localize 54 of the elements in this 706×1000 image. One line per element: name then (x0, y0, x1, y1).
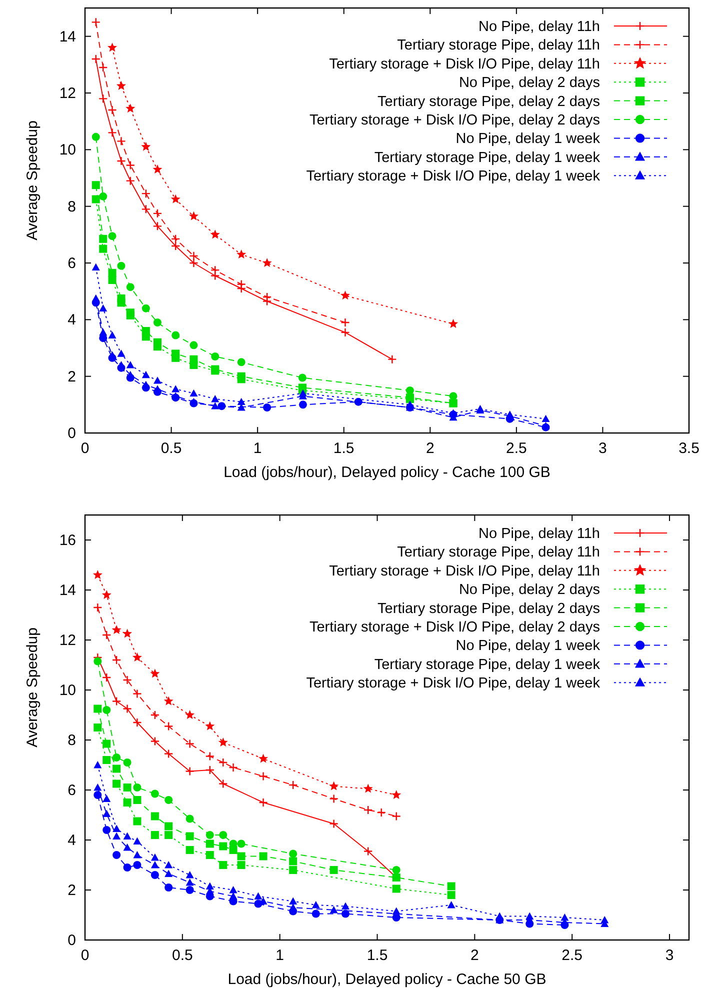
y-axis-title: Average Speedup (24, 120, 41, 240)
legend-label: Tertiary storage Pipe, delay 2 days (378, 94, 600, 110)
x-tick-label: 0 (80, 947, 90, 964)
y-tick-label: 14 (59, 28, 76, 46)
legend-label: Tertiary storage Pipe, delay 1 week (374, 656, 601, 673)
legend-label: Tertiary storage + Disk I/O Pipe, delay 1 week (306, 168, 601, 185)
legend-label: Tertiary storage + Disk I/O Pipe, delay 11h (329, 56, 600, 72)
legend-label: Tertiary storage + Disk I/O Pipe, delay 2 days (309, 112, 600, 128)
legend-label: Tertiary storage Pipe, delay 11h (397, 544, 600, 561)
x-tick-label: 1.5 (333, 440, 354, 457)
x-tick-label: 2 (470, 947, 479, 964)
y-tick-label: 8 (68, 198, 76, 216)
y-tick-label: 4 (68, 832, 76, 849)
x-tick-label: 1.5 (366, 947, 388, 964)
y-tick-label: 12 (59, 85, 76, 102)
x-tick-label: 3.5 (678, 440, 700, 457)
legend-label: Tertiary storage + Disk I/O Pipe, delay 2 days (309, 620, 600, 636)
legend-label: Tertiary storage + Disk I/O Pipe, delay 1 week (306, 676, 601, 692)
x-axis-title: Load (jobs/hour), Delayed policy - Cache 100 GB (224, 464, 550, 481)
x-tick-label: 2.5 (562, 947, 583, 964)
y-tick-label: 6 (68, 255, 76, 272)
x-tick-label: 0.5 (172, 947, 193, 964)
legend-label: Tertiary storage Pipe, delay 1 week (374, 150, 601, 166)
y-tick-label: 6 (68, 782, 76, 799)
legend-label: No Pipe, delay 1 week (456, 131, 601, 148)
legend-label: No Pipe, delay 11h (478, 526, 600, 542)
x-tick-label: 1 (276, 947, 284, 964)
y-tick-label: 10 (59, 142, 76, 159)
y-tick-label: 8 (68, 732, 76, 749)
legend-label: Tertiary storage Pipe, delay 2 days (378, 600, 600, 617)
legend-label: No Pipe, delay 1 week (456, 638, 601, 654)
x-axis-title: Load (jobs/hour), Delayed policy - Cache 50 GB (228, 971, 546, 988)
x-tick-label: 3 (665, 947, 674, 964)
y-axis-title: Average Speedup (24, 628, 41, 748)
y-tick-label: 14 (59, 582, 76, 599)
legend-label: Tertiary storage Pipe, delay 11h (397, 38, 600, 54)
x-tick-label: 1 (253, 440, 262, 457)
legend-label: No Pipe, delay 2 days (458, 75, 600, 92)
legend-label: Tertiary storage + Disk I/O Pipe, delay 11h (329, 563, 600, 580)
y-tick-label: 12 (59, 632, 76, 649)
x-tick-label: 0 (80, 440, 90, 457)
y-tick-label: 0 (68, 425, 76, 442)
legend-label: No Pipe, delay 11h (478, 19, 600, 35)
x-tick-label: 2.5 (506, 440, 527, 457)
y-tick-label: 2 (68, 882, 76, 899)
x-tick-label: 2 (426, 440, 434, 457)
x-tick-label: 3 (598, 440, 607, 457)
y-tick-label: 2 (68, 368, 76, 386)
y-tick-label: 16 (59, 532, 76, 549)
y-tick-label: 10 (59, 682, 76, 699)
y-tick-label: 4 (68, 312, 76, 329)
x-tick-label: 0.5 (160, 440, 182, 457)
y-tick-label: 0 (68, 932, 76, 949)
legend-label: No Pipe, delay 2 days (458, 582, 600, 598)
